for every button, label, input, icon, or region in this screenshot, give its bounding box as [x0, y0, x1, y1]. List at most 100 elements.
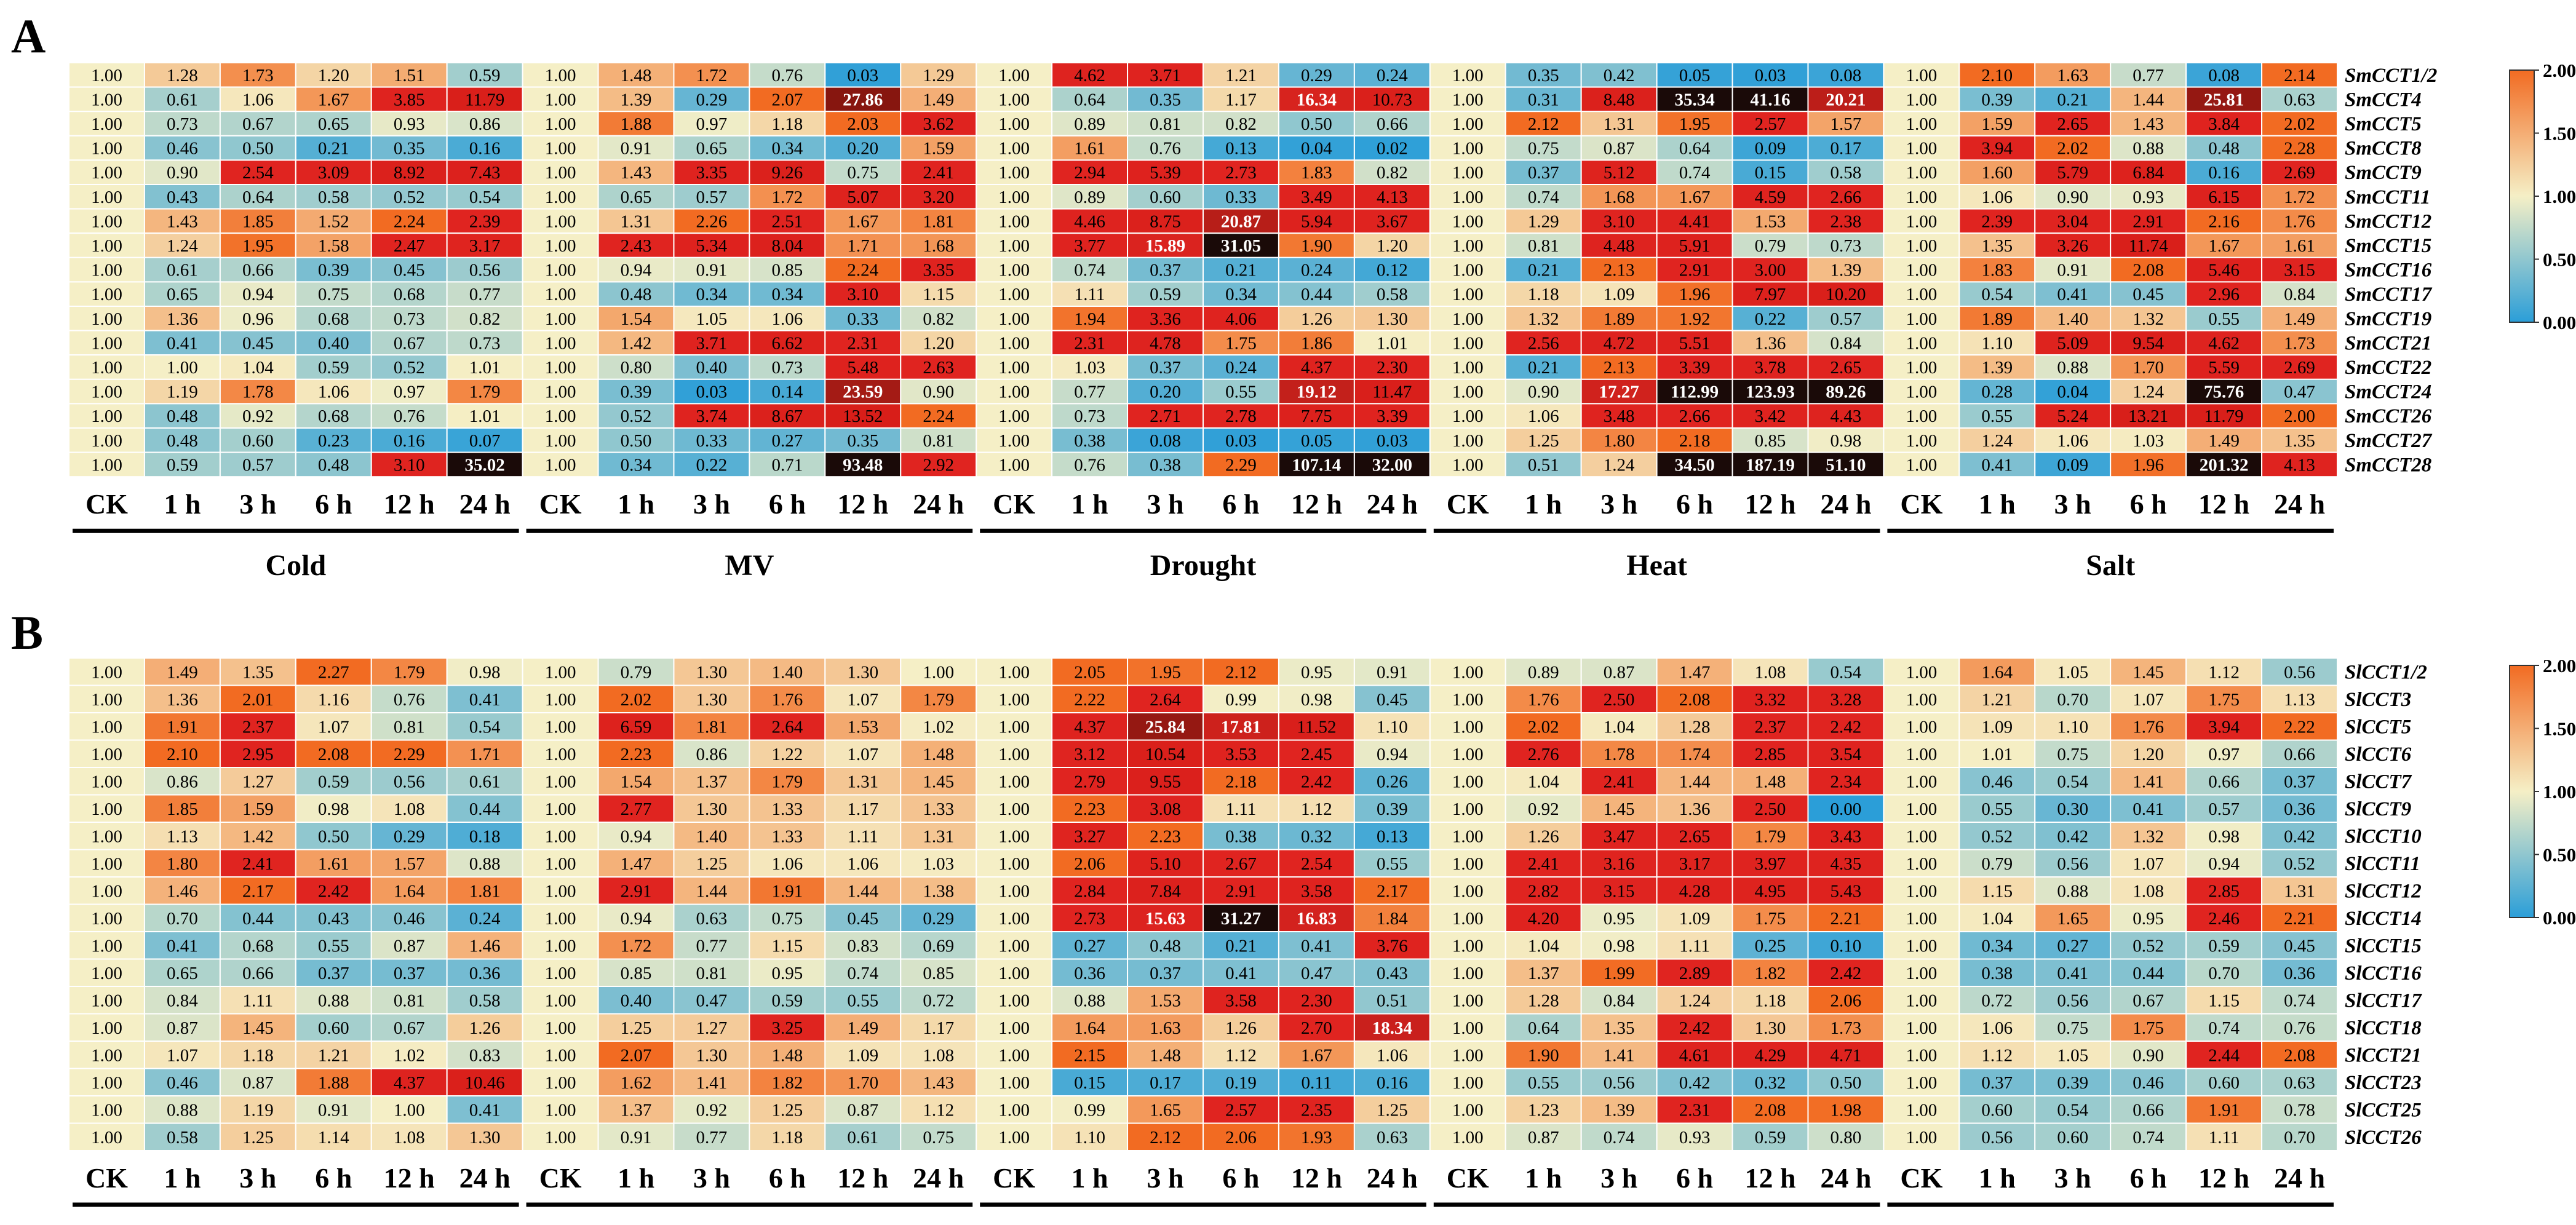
- column-label: 3 h: [239, 1162, 276, 1194]
- heatmap-cell: [1203, 184, 1279, 210]
- cell-value-label: 1.89: [1604, 309, 1635, 329]
- heatmap-cell: [1580, 794, 1658, 823]
- cell-value-label: 0.52: [1981, 827, 2013, 846]
- cell-value-label: 3.32: [1755, 690, 1786, 710]
- cell-value-label: 1.37: [696, 772, 728, 791]
- cell-value-label: 0.44: [1301, 285, 1332, 304]
- cell-value-label: 1.68: [923, 236, 954, 256]
- column-label: 1 h: [1979, 488, 2016, 520]
- colorbar-tick-label: 0.00: [2543, 312, 2576, 333]
- cell-value-label: 1.00: [998, 1100, 1030, 1120]
- heatmap-cell: [824, 657, 902, 686]
- heatmap-cell: [1203, 208, 1279, 234]
- cell-value-label: 2.54: [242, 163, 274, 183]
- heatmap-cell: [1505, 684, 1582, 713]
- cell-value-label: 0.03: [1755, 66, 1786, 85]
- cell-value-label: 0.95: [1604, 909, 1635, 929]
- cell-value-label: 1.45: [923, 772, 954, 791]
- cell-value-label: 0.77: [469, 285, 501, 304]
- column-label: 1 h: [164, 1162, 201, 1194]
- cell-value-label: 5.91: [1679, 236, 1711, 256]
- cell-value-label: 1.11: [848, 827, 878, 846]
- cell-value-label: 2.24: [923, 406, 954, 426]
- cell-value-label: 1.00: [1906, 309, 1937, 329]
- heatmap-cell: [2034, 427, 2112, 453]
- cell-value-label: 2.03: [847, 114, 878, 134]
- cell-value-label: 0.56: [2057, 991, 2088, 1010]
- heatmap-cell: [2185, 1122, 2263, 1151]
- cell-value-label: 0.50: [1301, 114, 1332, 134]
- cell-value-label: 0.75: [923, 1128, 954, 1148]
- group-label: Salt: [2086, 1223, 2135, 1225]
- cell-value-label: 0.37: [1150, 964, 1181, 983]
- cell-value-label: 2.91: [1225, 881, 1257, 901]
- cell-value-label: 0.77: [2133, 66, 2164, 85]
- heatmap-cell: [1958, 1041, 2036, 1069]
- cell-value-label: 0.63: [696, 909, 728, 929]
- heatmap-cell: [2034, 958, 2112, 987]
- heatmap-cell: [1203, 1068, 1279, 1096]
- cell-value-label: 0.55: [2208, 309, 2240, 329]
- cell-value-label: 8.75: [1150, 212, 1181, 231]
- heatmap-cell: [1883, 86, 1960, 113]
- heatmap-cell: [1958, 876, 2036, 905]
- cell-value-label: 1.10: [1981, 333, 2013, 353]
- cell-value-label: 1.10: [1377, 717, 1408, 737]
- cell-value-label: 1.43: [167, 212, 198, 231]
- heatmap-cell: [1958, 1068, 2036, 1096]
- cell-value-label: 1.01: [469, 358, 501, 378]
- cell-value-label: 1.00: [1906, 690, 1937, 710]
- heatmap-cell: [370, 184, 448, 210]
- heatmap-cell: [1278, 684, 1355, 713]
- cell-value-label: 1.06: [771, 854, 803, 874]
- heatmap-cell: [1278, 427, 1355, 453]
- cell-value-label: 0.57: [696, 188, 728, 207]
- cell-value-label: 0.33: [1225, 188, 1257, 207]
- heatmap-cell: [1958, 86, 2036, 113]
- column-label: 3 h: [1147, 1162, 1183, 1194]
- cell-value-label: 2.08: [1755, 1100, 1786, 1120]
- heatmap-cell: [2034, 232, 2112, 258]
- cell-value-label: 1.04: [1604, 717, 1635, 737]
- cell-value-label: 2.42: [1831, 717, 1862, 737]
- cell-value-label: 2.01: [242, 690, 274, 710]
- cell-value-label: 1.00: [923, 662, 954, 682]
- cell-value-label: 2.31: [1074, 333, 1105, 353]
- column-label: 24 h: [913, 488, 964, 520]
- heatmap-cell: [1353, 306, 1431, 331]
- heatmap-cell: [597, 1122, 675, 1151]
- cell-value-label: 0.11: [1302, 1073, 1332, 1093]
- heatmap-cell: [1883, 403, 1960, 429]
- cell-value-label: 2.42: [1301, 772, 1332, 791]
- column-label: 6 h: [1222, 1162, 1259, 1194]
- cell-value-label: 1.61: [318, 854, 349, 874]
- heatmap-cell: [1429, 86, 1506, 113]
- cell-value-label: 0.29: [923, 909, 954, 929]
- cell-value-label: 1.67: [1301, 1045, 1332, 1065]
- heatmap-cell: [1958, 986, 2036, 1015]
- cell-value-label: 2.22: [1074, 690, 1105, 710]
- heatmap-cell: [143, 1095, 221, 1124]
- cell-value-label: 1.00: [998, 139, 1030, 159]
- cell-value-label: 1.95: [1679, 114, 1711, 134]
- cell-value-label: 2.15: [1074, 1045, 1105, 1065]
- cell-value-label: 0.92: [1528, 799, 1559, 819]
- column-label: 3 h: [1600, 1162, 1637, 1194]
- cell-value-label: 1.08: [1755, 662, 1786, 682]
- cell-value-label: 0.42: [2057, 827, 2088, 846]
- cell-value-label: 0.64: [242, 188, 274, 207]
- cell-value-label: 0.87: [1604, 662, 1635, 682]
- cell-value-label: 3.15: [2284, 261, 2315, 280]
- cell-value-label: 6.62: [771, 333, 803, 353]
- cell-value-label: 0.59: [469, 66, 501, 85]
- heatmap-cell: [597, 232, 675, 258]
- cell-value-label: 2.08: [2133, 261, 2164, 280]
- heatmap-cell: [370, 281, 448, 307]
- cell-value-label: 1.00: [545, 772, 576, 791]
- cell-value-label: 1.18: [771, 1128, 803, 1148]
- heatmap-cell: [1278, 1068, 1355, 1096]
- cell-value-label: 0.65: [696, 139, 728, 159]
- heatmap-cell: [2261, 135, 2338, 161]
- cell-value-label: 1.75: [1755, 909, 1786, 929]
- cell-value-label: 3.28: [1831, 690, 1862, 710]
